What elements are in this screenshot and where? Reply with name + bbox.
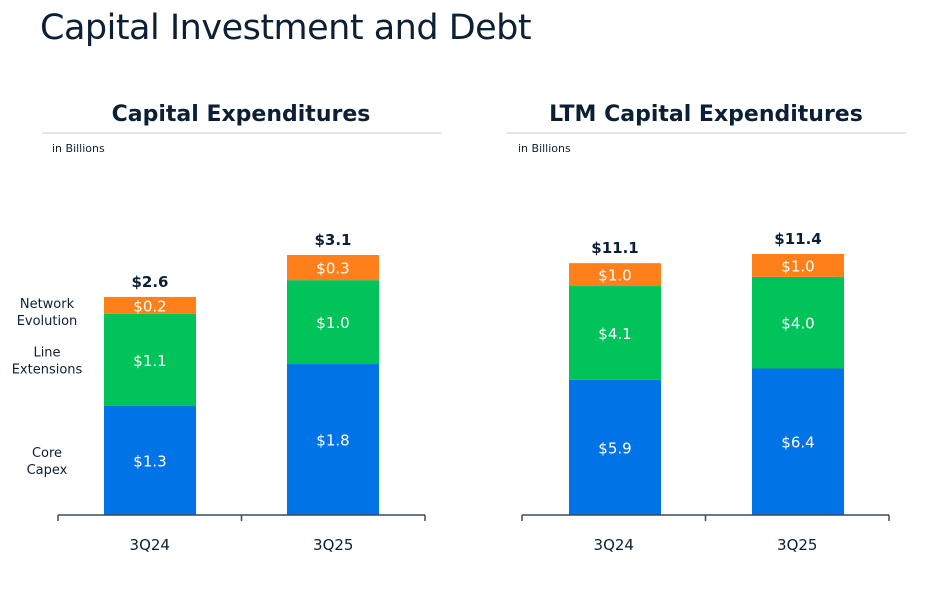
chart-title: Capital Expenditures (112, 102, 371, 127)
plot-area: $5.9 $4.1 $1.0 $11.1 3Q24 $6.4 $4.0 $1.0 $11.4 3Q… (521, 230, 890, 554)
segment-label: $1.1 (133, 352, 166, 370)
segment-label: $0.3 (316, 260, 349, 278)
legend-label-core-capex: Core (32, 446, 62, 461)
segment-label: $0.2 (133, 297, 166, 315)
bar-segment-network-evolution (287, 255, 379, 281)
plot-area: $1.3 $1.1 $0.2 $2.6 3Q24 $1.8 $1.0 $0.3 $3.1 3Q25… (12, 231, 426, 554)
legend-label-line-extensions: Extensions (12, 362, 83, 377)
bar-segment-core-capex (287, 364, 379, 515)
bar-segment-line-extensions (752, 276, 844, 369)
x-tick-label: 3Q24 (594, 536, 634, 554)
segment-label: $1.0 (316, 314, 349, 332)
x-tick-label: 3Q24 (130, 536, 170, 554)
page-title: Capital Investment and Debt (40, 8, 532, 48)
legend-label-core-capex: Capex (27, 463, 68, 478)
bar-segment-core-capex (104, 405, 196, 515)
bar-segment-line-extensions (104, 313, 196, 406)
total-label: $2.6 (131, 273, 168, 291)
bar-segment-network-evolution (752, 254, 844, 277)
bar-segment-line-extensions (569, 286, 661, 380)
segment-label: $1.8 (316, 432, 349, 450)
chart-title: LTM Capital Expenditures (549, 102, 863, 127)
segment-label: $1.0 (598, 267, 631, 285)
segment-label: $4.0 (781, 315, 814, 333)
chart-ltm-capex: LTM Capital Expenditures in Billions $5.… (507, 102, 906, 554)
chart-capex: Capital Expenditures in Billions $1.3$1.… (12, 102, 441, 554)
segment-label: $4.1 (598, 325, 631, 343)
bar-segment-core-capex (752, 368, 844, 515)
segment-label: $6.4 (781, 434, 814, 452)
bar-segment-network-evolution (569, 263, 661, 287)
segment-label: $1.3 (133, 452, 166, 470)
x-tick-label: 3Q25 (777, 536, 817, 554)
x-tick-label: 3Q25 (313, 536, 353, 554)
total-label: $11.4 (774, 230, 821, 248)
chart-subtitle: in Billions (518, 142, 571, 155)
bar-segment-line-extensions (287, 280, 379, 365)
chart-subtitle: in Billions (52, 142, 105, 155)
total-label: $11.1 (591, 239, 638, 257)
bar-segment-core-capex (569, 379, 661, 515)
bar-segment-network-evolution (104, 296, 196, 314)
legend-label-line-extensions: Line (33, 345, 60, 360)
segment-label: $5.9 (598, 439, 631, 457)
legend-label-network-evolution: Network (20, 297, 75, 312)
legend-label-network-evolution: Evolution (17, 314, 78, 329)
total-label: $3.1 (314, 231, 351, 249)
segment-label: $1.0 (781, 257, 814, 275)
